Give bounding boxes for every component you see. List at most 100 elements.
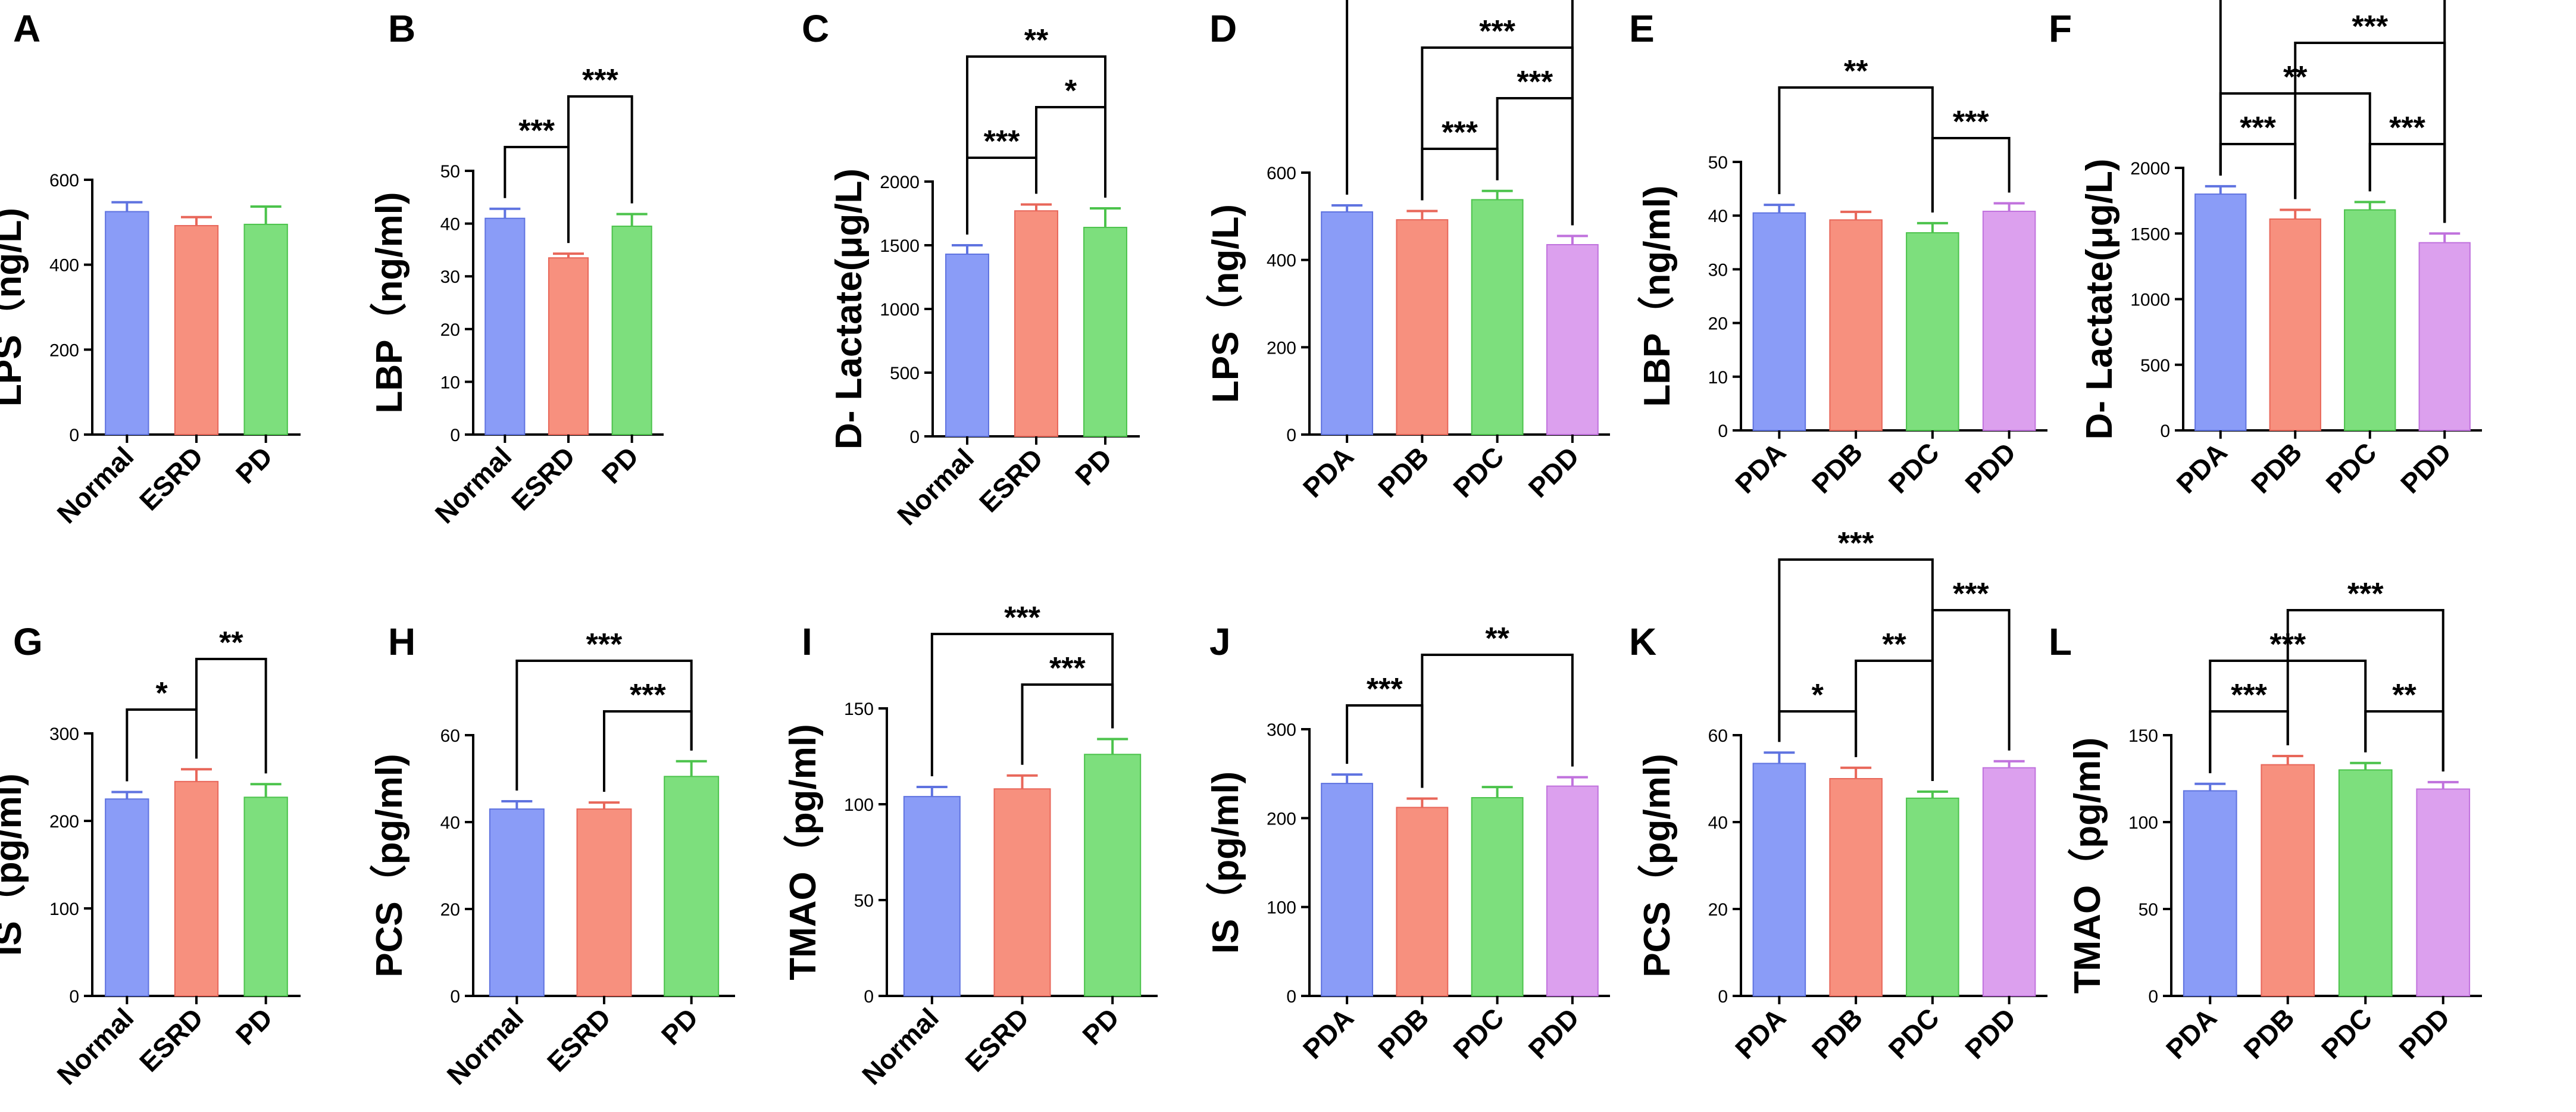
y-axis-label: D- Lactate(μg/L) [2079,159,2120,440]
y-tick-label: 200 [49,812,79,832]
y-tick-label: 40 [1708,813,1728,833]
significance-stars: ** [219,626,243,660]
x-tick-label: PDA [1297,1002,1359,1064]
error-bar-pda [1764,204,1795,213]
y-tick-label: 0 [450,987,460,1007]
y-tick-label: 0 [69,426,79,445]
y-tick-label: 30 [440,267,460,287]
y-tick-label: 100 [49,899,79,919]
bracket-line [966,55,1106,235]
y-tick-label: 40 [440,813,460,833]
y-tick-label: 400 [49,256,79,276]
panel-letter: C [802,7,829,50]
y-tick-label: 1000 [2130,291,2170,310]
error-bar-pda [1331,773,1363,784]
significance-stars: ** [1882,627,1906,662]
x-tick-label: PD [655,1002,704,1051]
bar-pda [1321,211,1374,435]
error-bar-pd [250,205,282,224]
significance-stars: *** [1517,65,1553,99]
significance-stars: *** [1953,105,1989,139]
bar-pdd [1546,244,1599,435]
y-tick-label: 50 [440,162,460,182]
error-bar-pdd [1993,202,2025,211]
bar-esrd [174,225,219,435]
bracket-line [2209,710,2289,773]
bar-normal [105,798,149,997]
x-tick-label: PDB [1372,441,1434,503]
y-tick-label: 10 [1708,368,1728,388]
significance-stars: *** [2240,111,2276,145]
y-tick-label: 400 [1267,251,1296,271]
significance-bracket: *** [515,627,693,791]
x-tick-label: Normal [441,1002,530,1091]
bar-pdb [1396,807,1449,997]
x-tick-label: ESRD [133,1002,209,1077]
x-tick-label: PDD [2393,1002,2455,1064]
y-axis-label: PCS（pg/ml) [1636,754,1678,977]
panel-letter: B [388,7,415,50]
error-bar-normal [111,791,143,799]
x-tick-label: PDC [1447,1002,1509,1064]
error-bar-normal [501,799,533,810]
panel-letter: G [13,620,43,663]
significance-bracket: ** [2364,678,2444,771]
bracket-line [515,660,693,791]
significance-stars: *** [2352,10,2388,44]
error-bar-pdd [2429,232,2461,243]
panel-letter: K [1629,620,1656,663]
error-bar-pdb [2272,755,2303,765]
y-tick-label: 0 [1718,987,1728,1007]
y-tick-label: 300 [1267,720,1296,740]
x-tick-label: PDA [1729,436,1792,499]
error-bar-pdc [1917,221,1948,233]
y-tick-label: 20 [440,320,460,340]
y-axis-label: LBP（ng/ml) [368,192,410,414]
y-tick-label: 200 [1267,338,1296,358]
y-axis-label: LBP（ng/ml) [1636,186,1678,407]
significance-stars: *** [1004,601,1040,635]
bar-pdc [2344,209,2396,431]
y-tick-label: 200 [49,341,79,360]
bar-esrd [1014,210,1058,437]
error-bar-pda [2194,782,2226,791]
x-tick-label: PDA [2170,436,2233,499]
significance-stars: *** [1442,115,1478,150]
y-tick-label: 60 [440,726,460,746]
y-tick-label: 20 [1708,314,1728,334]
y-tick-label: 0 [2148,987,2158,1007]
bar-normal [489,808,545,997]
panel-letter: E [1629,7,1655,50]
significance-stars: ** [1485,621,1509,656]
error-bar-esrd [589,801,620,810]
x-tick-label: PDC [1447,441,1509,503]
bracket-line [1021,683,1114,765]
bar-pdc [1906,797,1959,997]
error-bar-pdd [1993,760,2025,768]
bar-pdb [2269,218,2321,431]
x-tick-label: PDC [1882,1002,1944,1064]
bar-pd [1084,754,1142,997]
bar-pdc [2338,769,2393,997]
bar-pdd [1546,785,1599,997]
bracket-line [1931,137,2011,213]
x-tick-label: Normal [51,441,140,529]
bar-pda [2183,790,2237,997]
significance-stars: ** [1024,23,1049,58]
x-tick-label: Normal [856,1002,945,1091]
y-tick-label: 40 [1708,207,1728,226]
bracket-line [930,633,1114,777]
x-tick-label: PDC [2315,1002,2378,1064]
x-tick-label: PDD [2394,436,2457,499]
significance-bracket: ** [966,23,1106,235]
panel-letter: F [2049,7,2072,50]
bar-pd [611,226,652,435]
x-tick-label: PDB [1806,1002,1868,1064]
x-tick-label: Normal [51,1002,140,1091]
significance-stars: *** [2347,577,2384,611]
error-bar-pdc [2354,201,2386,210]
